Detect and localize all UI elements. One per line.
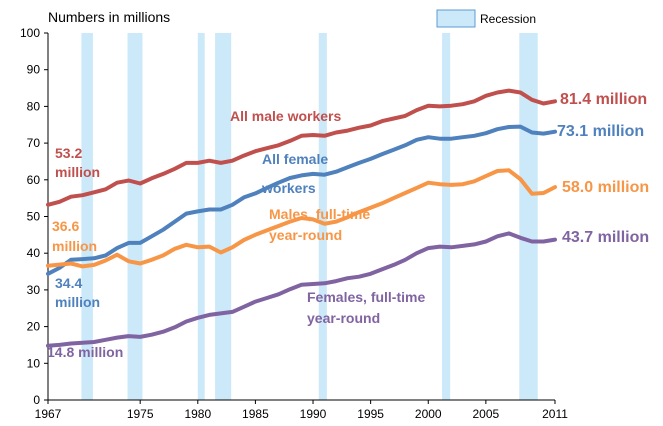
start-label-male-unit: million (55, 164, 100, 180)
y-tick-label-90: 90 (27, 63, 41, 77)
y-axis-label: Numbers in millions (48, 9, 170, 25)
recession-band-6 (519, 33, 538, 400)
x-tick-label-2000: 2000 (415, 407, 442, 421)
recession-band-3 (215, 33, 232, 400)
annotation-all-female-line2: workers (261, 180, 316, 196)
end-label-males-fulltime: 58.0 million (562, 179, 649, 196)
x-tick-label-1985: 1985 (242, 407, 269, 421)
start-label-females-fulltime: 14.8 million (47, 344, 123, 360)
annotation-all-female-line1: All female (262, 151, 328, 167)
annotation-females-fulltime-line1: Females, full-time (307, 289, 425, 305)
x-tick-label-1967: 1967 (35, 407, 62, 421)
y-tick-label-80: 80 (27, 99, 41, 113)
x-tick-label-1975: 1975 (127, 407, 154, 421)
y-tick-label-0: 0 (33, 393, 40, 407)
y-tick-label-70: 70 (27, 136, 41, 150)
recession-band-2 (197, 33, 205, 400)
y-tick-label-100: 100 (20, 26, 40, 40)
start-label-males-fulltime-unit: million (52, 238, 97, 254)
start-label-males-fulltime-value: 36.6 (52, 218, 79, 234)
y-tick-label-20: 20 (27, 320, 41, 334)
y-tick-label-40: 40 (27, 246, 41, 260)
x-tick-label-1995: 1995 (357, 407, 384, 421)
start-label-female-unit: million (55, 294, 100, 310)
legend-swatch-recession (436, 9, 476, 28)
annotation-all-male-workers: All male workers (230, 108, 341, 124)
recession-band-1 (127, 33, 143, 400)
series-line-males-full-time-year-round (46, 168, 557, 269)
recession-band-0 (81, 33, 93, 400)
end-label-all-female: 73.1 million (557, 123, 644, 140)
annotation-males-fulltime-line2: year-round (269, 227, 342, 243)
legend-label-recession: Recession (480, 12, 536, 26)
start-label-female-value: 34.4 (55, 275, 82, 291)
annotation-males-fulltime-line1: Males, full-time (269, 206, 370, 222)
x-tick-label-2005: 2005 (473, 407, 500, 421)
x-tick-label-2011: 2011 (542, 407, 568, 421)
y-tick-label-50: 50 (27, 210, 41, 224)
series-line-all-male-workers (46, 88, 557, 207)
start-label-male-value: 53.2 (55, 145, 82, 161)
series-line-all-female-workers (46, 124, 557, 276)
x-tick-label-1990: 1990 (300, 407, 327, 421)
recession-band-4 (318, 33, 327, 400)
end-label-all-male: 81.4 million (560, 91, 647, 108)
y-tick-label-60: 60 (27, 173, 41, 187)
x-tick-label-1980: 1980 (184, 407, 211, 421)
recession-band-5 (442, 33, 451, 400)
y-tick-label-30: 30 (27, 283, 41, 297)
recession-bands (81, 33, 538, 400)
axes: 0 10 20 30 40 50 60 70 80 90 100 1967 1975 1980 1985 19… (20, 26, 568, 421)
chart-labels: All male workers All female workers Males, … (47, 91, 649, 360)
annotation-females-fulltime-line2: year-round (307, 310, 380, 326)
series-lines (46, 88, 557, 348)
end-label-females-fulltime: 43.7 million (562, 229, 649, 246)
series-line-females-full-time-year-round (46, 231, 557, 348)
y-tick-label-10: 10 (27, 356, 41, 370)
